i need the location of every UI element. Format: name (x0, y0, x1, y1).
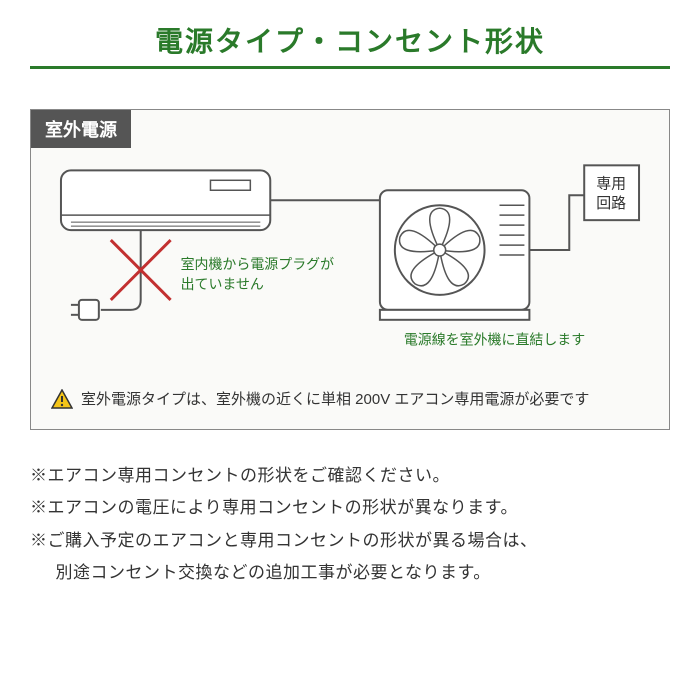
notes-block: ※エアコン専用コンセントの形状をご確認ください。 ※エアコンの電圧により専用コン… (30, 460, 670, 589)
warning-text: 室外電源タイプは、室外機の近くに単相 200V エアコン専用電源が必要です (81, 388, 589, 409)
outdoor-caption: 電源線を室外機に直結します (370, 330, 619, 350)
diagram-container: 室外電源 (30, 109, 670, 430)
note-line-4: 別途コンセント交換などの追加工事が必要となります。 (30, 557, 670, 589)
note-line-3: ※ご購入予定のエアコンと専用コンセントの形状が異る場合は、 (30, 525, 670, 557)
circuit-label-1: 専用 (596, 175, 626, 192)
indoor-caption-line2: 出ていません (181, 276, 264, 292)
power-type-badge: 室外電源 (31, 110, 131, 148)
indoor-plug-line (71, 230, 171, 320)
indoor-unit-icon (61, 170, 270, 230)
page-title: 電源タイプ・コンセント形状 (30, 20, 670, 69)
circuit-line (529, 195, 584, 250)
note-line-2: ※エアコンの電圧により専用コンセントの形状が異なります。 (30, 492, 670, 524)
warning-icon (51, 389, 73, 409)
outdoor-unit-icon (380, 190, 530, 320)
plug-icon (71, 300, 99, 320)
indoor-caption: 室内機から電源プラグが 出ていません (181, 255, 350, 294)
wiring-diagram: 室内機から電源プラグが 出ていません (51, 160, 649, 370)
circuit-box-icon: 専用 回路 (584, 165, 639, 220)
diagram-svg-wrap: 室内機から電源プラグが 出ていません (51, 160, 649, 370)
note-line-1: ※エアコン専用コンセントの形状をご確認ください。 (30, 460, 670, 492)
warning-row: 室外電源タイプは、室外機の近くに単相 200V エアコン専用電源が必要です (51, 388, 649, 409)
circuit-label-2: 回路 (596, 195, 626, 212)
indoor-caption-line1: 室内機から電源プラグが (181, 256, 334, 272)
